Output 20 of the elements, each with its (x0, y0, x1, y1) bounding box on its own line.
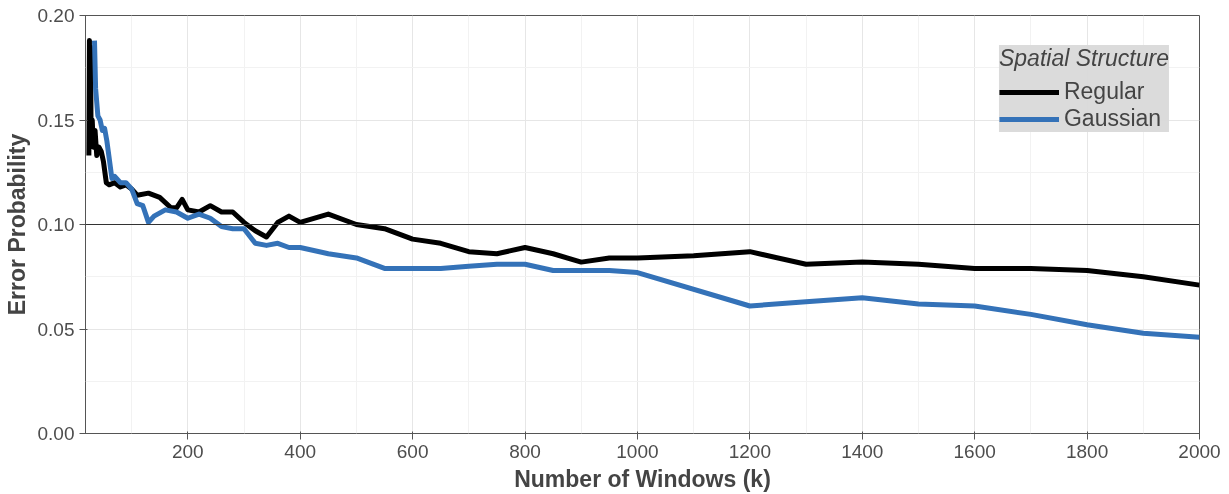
x-tick-label: 400 (284, 440, 317, 462)
legend-title: Spatial Structure (998, 45, 1169, 72)
x-tick-label: 1800 (1065, 440, 1109, 462)
x-tick-label: 1000 (616, 440, 659, 462)
y-axis-title: Error Probability (3, 133, 30, 316)
legend-label: Regular (1063, 78, 1145, 105)
x-tick-label: 1200 (728, 440, 771, 462)
y-tick-label: 0.05 (37, 318, 75, 340)
x-tick-label: 2000 (1178, 440, 1221, 462)
x-axis-title: Number of Windows (k) (514, 465, 771, 492)
y-tick-label: 0.20 (37, 5, 75, 26)
y-tick-label: 0.00 (37, 423, 75, 444)
legend-label: Gaussian (1063, 105, 1162, 132)
y-tick-label: 0.10 (37, 214, 75, 235)
x-tick-label: 800 (509, 440, 541, 462)
y-tick-label: 0.15 (37, 109, 75, 131)
x-tick-label: 1400 (841, 440, 884, 462)
x-tick-label: 200 (171, 440, 204, 462)
x-tick-label: 600 (396, 440, 429, 462)
x-tick-label: 1600 (953, 440, 996, 462)
